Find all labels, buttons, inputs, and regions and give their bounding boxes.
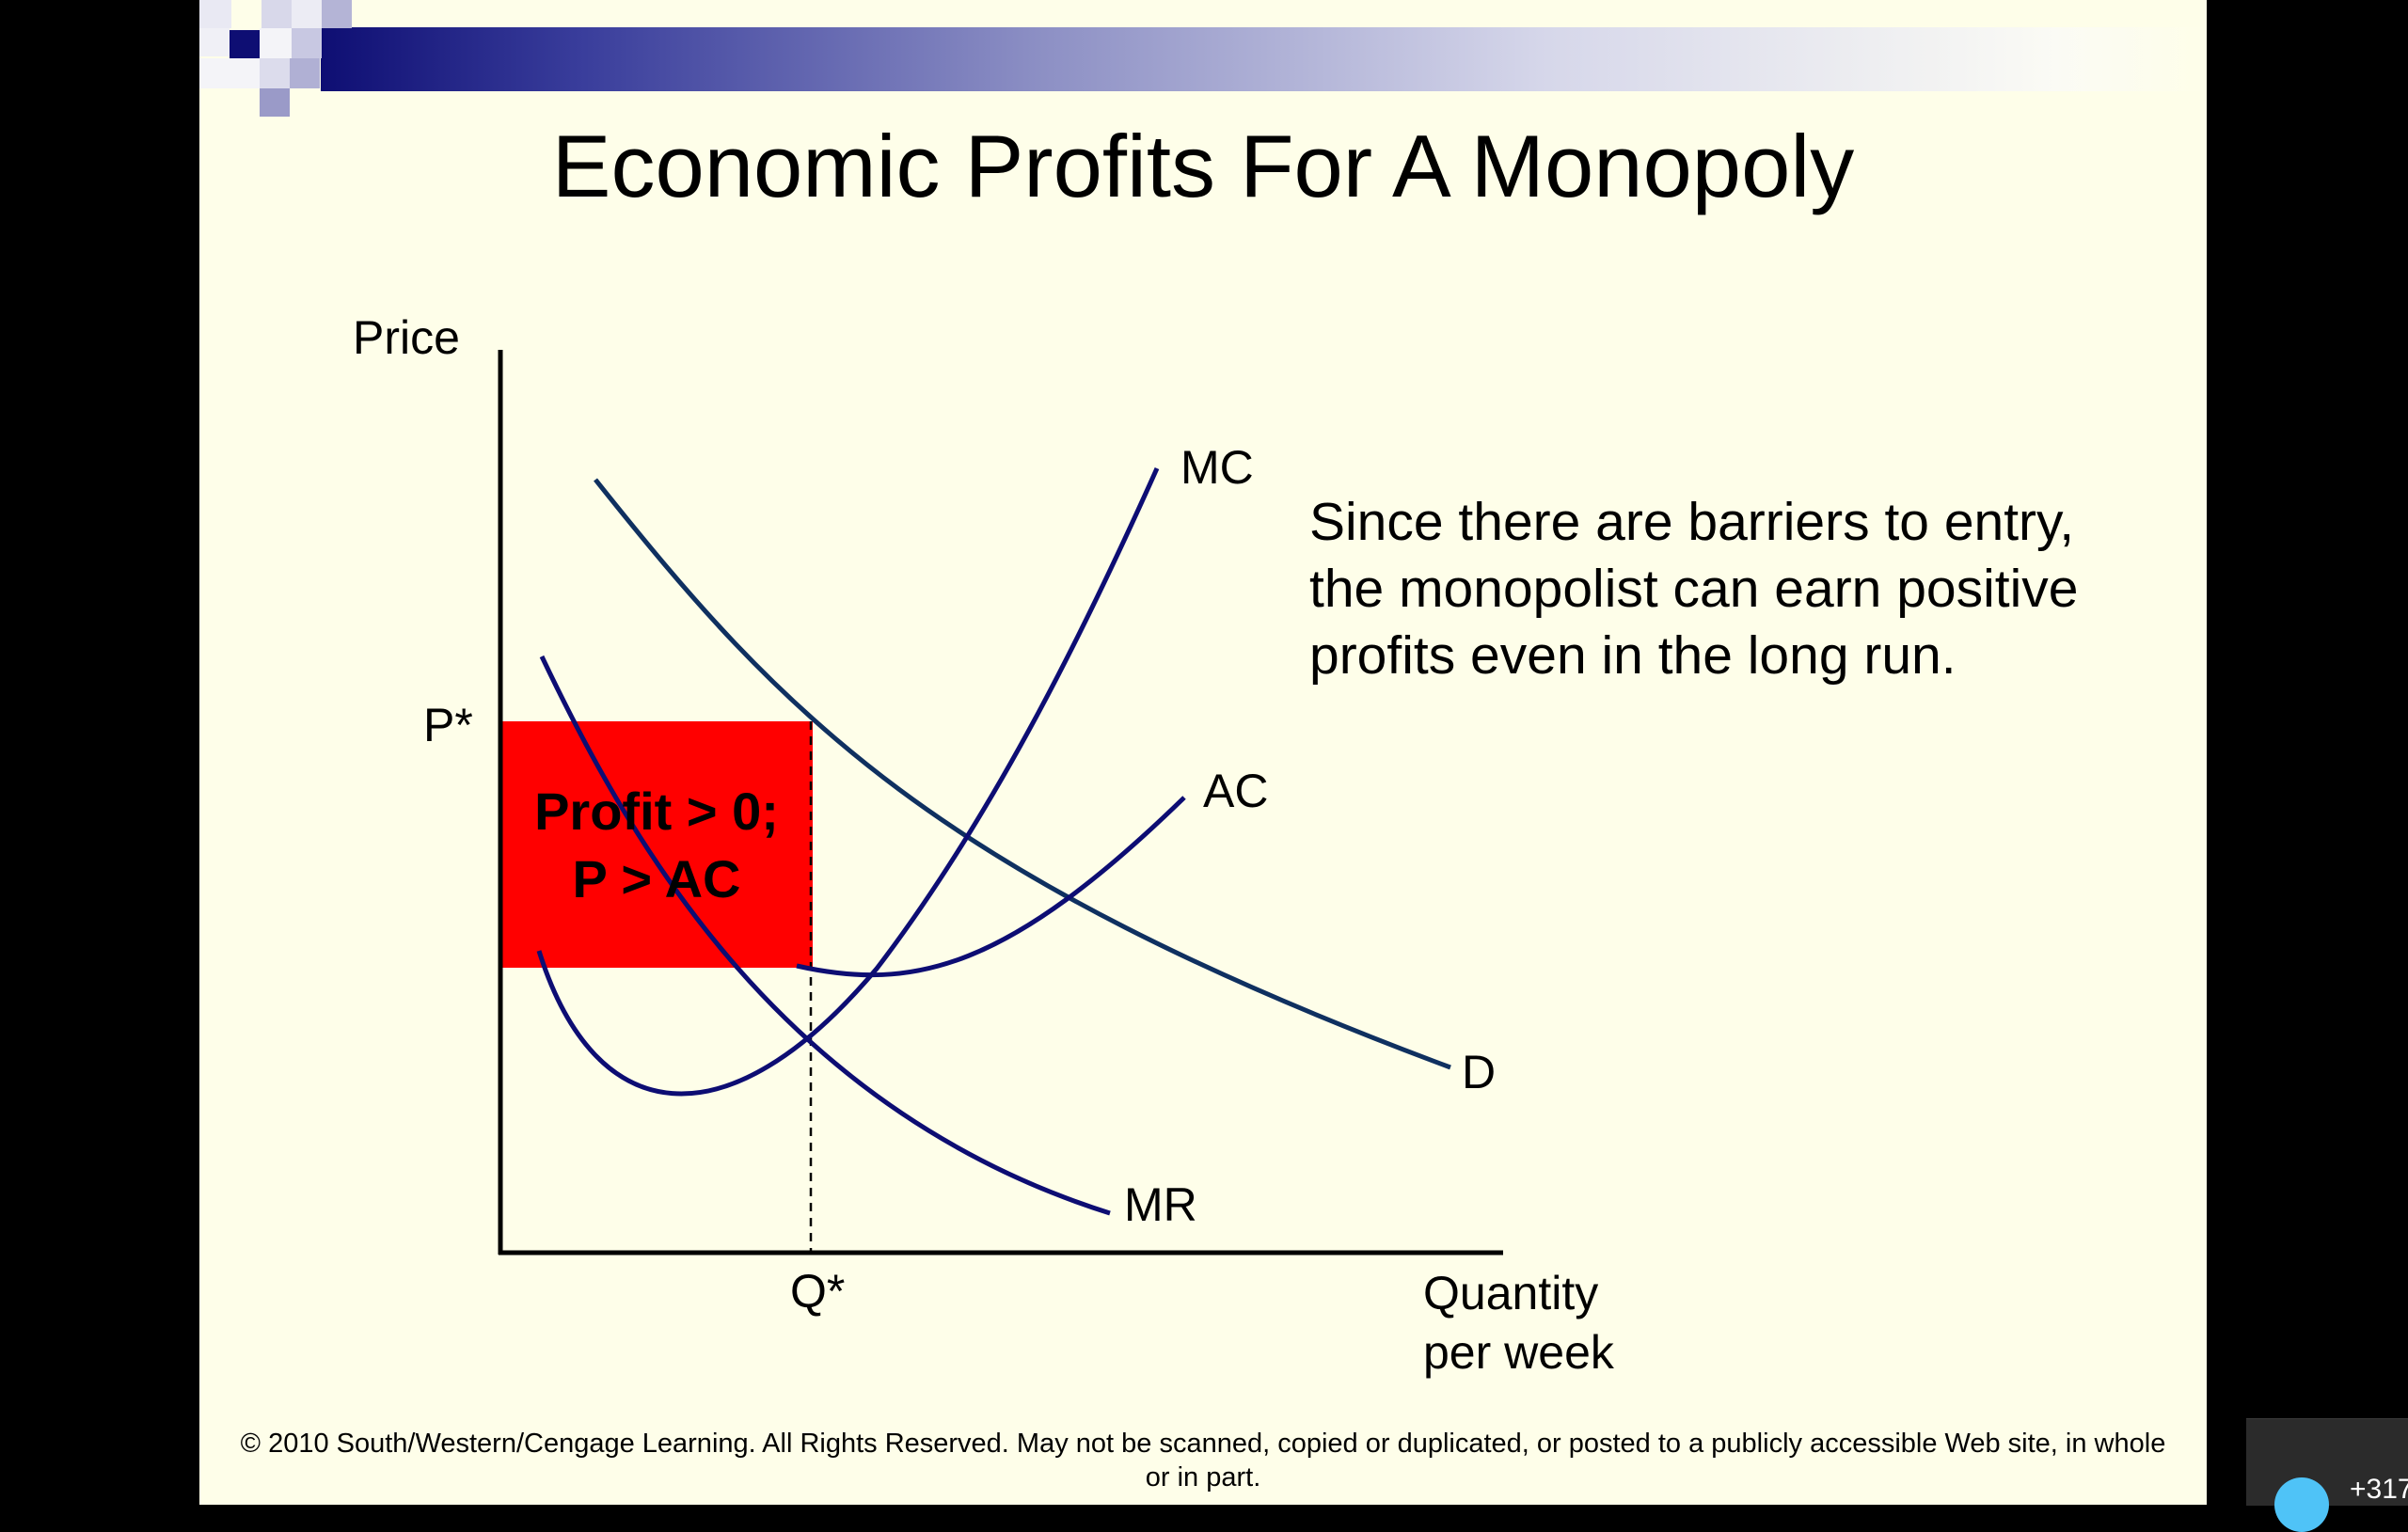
banner-square <box>260 58 290 88</box>
banner-square <box>260 88 290 117</box>
app-icon[interactable] <box>2274 1477 2329 1532</box>
banner-square <box>230 30 260 58</box>
banner-square <box>292 28 322 58</box>
banner-square <box>261 0 292 28</box>
banner-square <box>231 0 261 28</box>
q-star-label: Q* <box>790 1265 845 1318</box>
marginal-cost-curve <box>536 466 1160 1097</box>
demand-curve <box>594 478 1451 1070</box>
monopoly-profit-diagram: Price P* Q* Quantity per week MC AC D MR… <box>353 311 1615 1379</box>
p-star-label: P* <box>423 699 473 751</box>
title-banner-bar <box>321 27 2207 91</box>
banner-square <box>290 58 320 88</box>
corner-overlay-panel[interactable]: +317 <box>2246 1418 2408 1532</box>
y-axis-label: Price <box>353 311 460 364</box>
slide-title: Economic Profits For A Monopoly <box>551 117 1855 215</box>
d-curve-label: D <box>1462 1046 1496 1098</box>
banner-square <box>260 28 292 58</box>
copyright-line: © 2010 South/Western/Cengage Learning. A… <box>240 1429 2166 1459</box>
profit-label: Profit > 0; <box>534 782 779 841</box>
banner-square <box>199 0 231 28</box>
profit-area <box>502 721 813 968</box>
banner-square <box>199 58 260 88</box>
banner-square <box>322 0 352 28</box>
explanation-line: Since there are barriers to entry, <box>1309 492 2075 552</box>
copyright-line: or in part. <box>1145 1462 1261 1493</box>
x-axis-label: Quantity <box>1423 1267 1598 1319</box>
x-axis-label: per week <box>1423 1326 1615 1379</box>
mc-curve-label: MC <box>1180 441 1254 494</box>
copyright-footer: © 2010 South/Western/Cengage Learning. A… <box>199 1427 2207 1494</box>
average-cost-curve <box>796 796 1186 978</box>
slide: Economic Profits For A Monopoly Price P*… <box>199 0 2207 1505</box>
explanation-line: the monopolist can earn positive <box>1309 559 2079 619</box>
banner-square <box>199 28 230 56</box>
ac-curve-label: AC <box>1203 765 1268 817</box>
explanation-text: Since there are barriers to entry, the m… <box>1309 489 2203 689</box>
profit-label: P > AC <box>573 849 741 908</box>
explanation-line: profits even in the long run. <box>1309 625 1956 686</box>
notification-count: +317 <box>2350 1474 2408 1505</box>
mr-curve-label: MR <box>1124 1178 1197 1231</box>
banner-square <box>292 0 322 28</box>
marginal-revenue-curve <box>539 655 1111 1216</box>
